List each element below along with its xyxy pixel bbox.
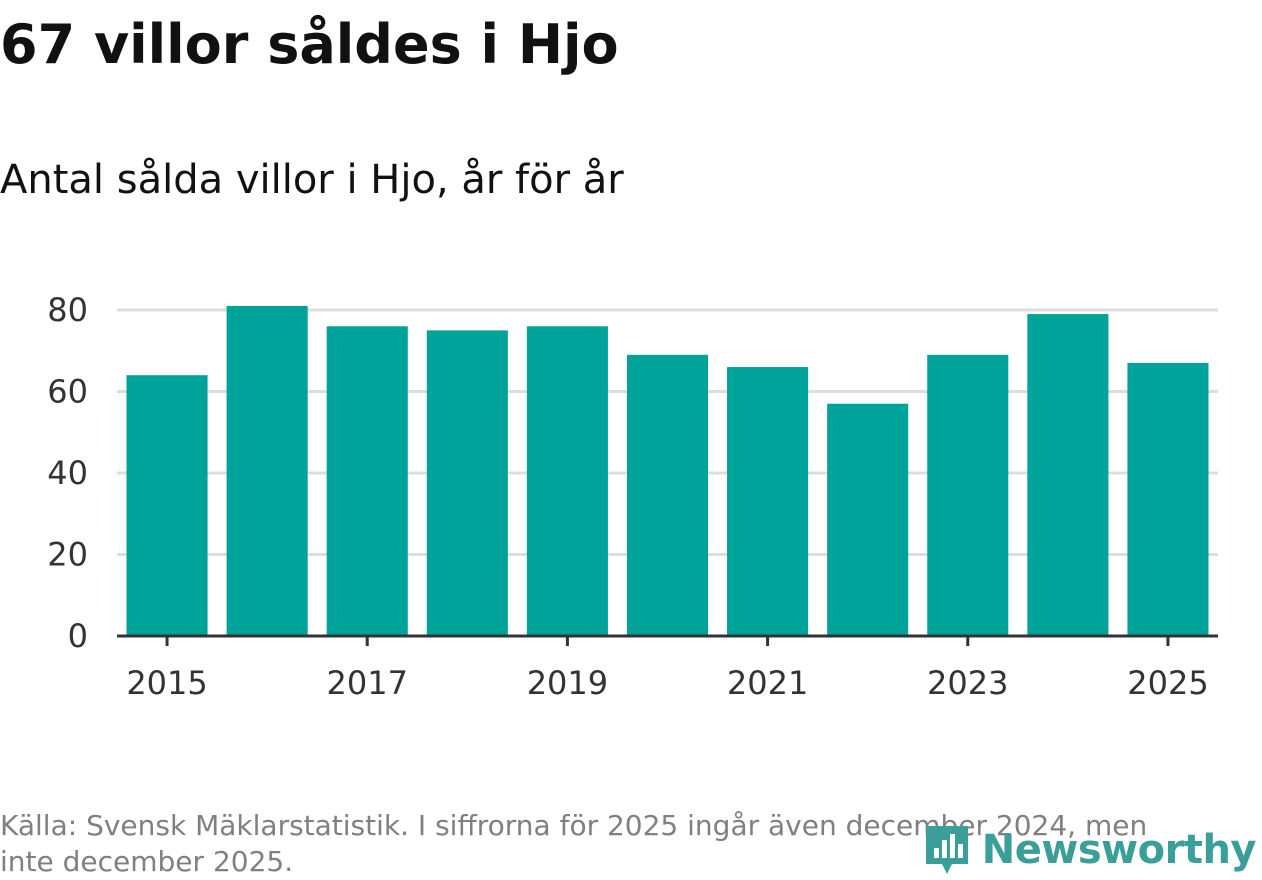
- bar-2017: [326, 326, 408, 636]
- bar-2016: [226, 305, 308, 636]
- bar-2020: [626, 354, 709, 636]
- x-tick-label: 2019: [527, 664, 608, 702]
- bar-2022: [827, 403, 909, 636]
- x-tick-label: 2021: [727, 664, 808, 702]
- bar-2024: [1027, 314, 1109, 636]
- y-tick-label: 60: [47, 373, 88, 411]
- bar-2023: [927, 354, 1009, 636]
- x-tick-label: 2015: [126, 664, 207, 702]
- bar-2015: [126, 375, 208, 636]
- newsworthy-bar-logo-icon: [925, 826, 968, 874]
- bar-chart-svg: 0 20 40 60 80 2015 2017 2019 2021 2023 2025: [47, 291, 1218, 702]
- bar-2019: [526, 326, 608, 636]
- x-tick-label: 2023: [927, 664, 1008, 702]
- logo-text: Newsworthy: [981, 827, 1257, 873]
- newsworthy-logo: Newsworthy: [922, 820, 1257, 880]
- y-tick-label: 20: [47, 536, 88, 574]
- x-tick-label: 2025: [1127, 664, 1208, 702]
- y-tick-label: 40: [47, 454, 88, 492]
- y-tick-label: 0: [68, 617, 88, 655]
- y-tick-label: 80: [47, 291, 88, 329]
- bar-2025: [1127, 362, 1209, 636]
- chart-title: 67 villor såldes i Hjo: [0, 13, 619, 76]
- bar-2018: [426, 330, 508, 636]
- bar-chart: 0 20 40 60 80 2015 2017 2019 2021 2023 2025: [0, 280, 1262, 720]
- x-tick-label: 2017: [327, 664, 408, 702]
- chart-subtitle: Antal sålda villor i Hjo, år för år: [0, 157, 624, 203]
- bar-2021: [727, 367, 809, 636]
